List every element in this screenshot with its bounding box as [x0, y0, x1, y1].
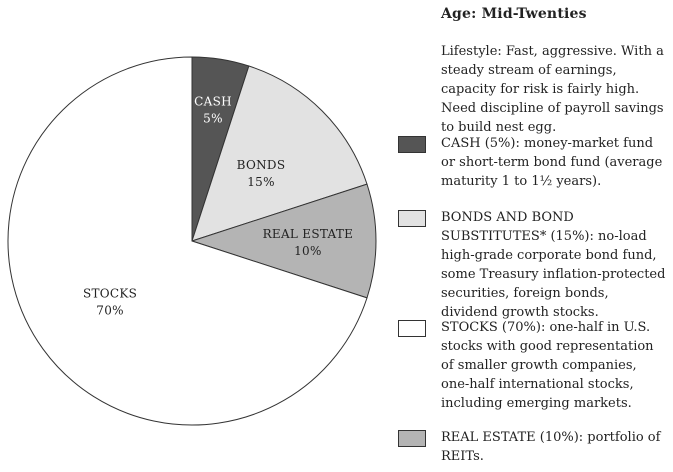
legend-swatch-cash: [398, 136, 426, 153]
slice-pct-real-estate: 10%: [294, 244, 322, 258]
pie-slice-bonds: [191, 65, 368, 242]
legend-swatch-stocks: [398, 320, 426, 337]
lifestyle-text: Lifestyle: Fast, aggressive. With a stea…: [441, 44, 664, 135]
legend-swatch-bonds: [398, 210, 426, 227]
legend-text-stocks: STOCKS (70%): one-half in U.S. stocks wi…: [441, 320, 654, 411]
pie-slice-real-estate: [190, 183, 377, 299]
slice-label-cash: CASH: [194, 94, 232, 108]
pie-slice-stocks: [7, 56, 368, 426]
slice-label-stocks: STOCKS: [83, 287, 137, 301]
legend-swatch-real-estate: [398, 430, 426, 447]
pie-chart: CASH 5% BONDS 15% REAL ESTATE 10% STOCKS 70%: [7, 56, 377, 426]
slice-pct-stocks: 70%: [96, 304, 124, 318]
slice-pct-cash: 5%: [203, 111, 223, 125]
slice-pct-bonds: 15%: [247, 175, 275, 189]
legend-text-bonds: BONDS AND BOND SUBSTITUTES* (15%): no-lo…: [441, 210, 666, 320]
slice-label-real-estate: REAL ESTATE: [263, 227, 354, 241]
age-title: Age: Mid-Twenties: [441, 6, 587, 22]
slice-label-bonds: BONDS: [237, 158, 286, 172]
legend-text-cash: CASH (5%): money-market fund or short-te…: [441, 136, 663, 189]
legend-text-real-estate: REAL ESTATE (10%): portfolio of REITs.: [441, 430, 661, 464]
